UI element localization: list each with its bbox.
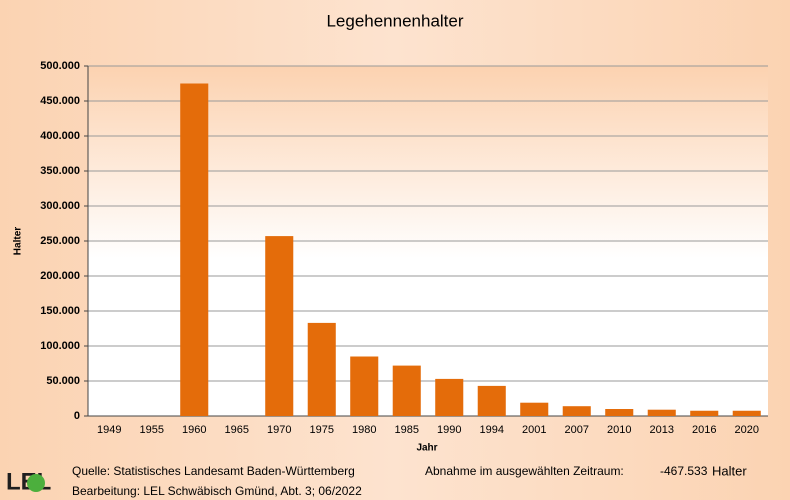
bar bbox=[350, 356, 379, 416]
y-tick-label: 350.000 bbox=[40, 165, 80, 177]
bar bbox=[392, 365, 421, 416]
x-tick-label: 1970 bbox=[267, 424, 291, 436]
chart-title: Legehennenhalter bbox=[326, 11, 463, 30]
bar bbox=[180, 83, 209, 416]
x-tick-label: 2010 bbox=[607, 424, 631, 436]
decline-unit: Halter bbox=[712, 463, 747, 478]
x-tick-label: 1960 bbox=[182, 424, 206, 436]
bar bbox=[732, 410, 761, 416]
y-tick-label: 100.000 bbox=[40, 340, 80, 352]
bar bbox=[520, 402, 549, 416]
x-axis-title: Jahr bbox=[416, 443, 437, 454]
bar bbox=[647, 409, 676, 416]
bar bbox=[435, 378, 464, 416]
y-tick-label: 250.000 bbox=[40, 235, 80, 247]
x-tick-label: 2020 bbox=[735, 424, 759, 436]
y-tick-label: 50.000 bbox=[46, 375, 80, 387]
y-tick-label: 150.000 bbox=[40, 305, 80, 317]
y-tick-label: 200.000 bbox=[40, 270, 80, 282]
logo-mark bbox=[27, 474, 45, 492]
x-tick-label: 1965 bbox=[225, 424, 249, 436]
x-tick-label: 2001 bbox=[522, 424, 546, 436]
x-tick-label: 2007 bbox=[565, 424, 589, 436]
y-tick-label: 400.000 bbox=[40, 130, 80, 142]
bar bbox=[307, 322, 336, 416]
bar bbox=[562, 406, 591, 416]
editor: Bearbeitung: LEL Schwäbisch Gmünd, Abt. … bbox=[72, 484, 362, 498]
decline-label: Abnahme im ausgewählten Zeitraum: bbox=[425, 464, 624, 478]
decline-value: -467.533 bbox=[660, 464, 708, 478]
x-tick-label: 1949 bbox=[97, 424, 121, 436]
source: Quelle: Statistisches Landesamt Baden-Wü… bbox=[72, 464, 355, 478]
y-tick-label: 300.000 bbox=[40, 200, 80, 212]
y-axis-title: Halter bbox=[13, 227, 24, 255]
bar bbox=[690, 410, 719, 416]
x-tick-label: 1980 bbox=[352, 424, 376, 436]
x-tick-label: 1985 bbox=[395, 424, 419, 436]
x-tick-label: 2013 bbox=[650, 424, 674, 436]
y-tick-label: 450.000 bbox=[40, 95, 80, 107]
bar bbox=[605, 409, 634, 416]
x-tick-label: 1994 bbox=[480, 424, 504, 436]
x-tick-label: 1955 bbox=[140, 424, 164, 436]
bar bbox=[265, 236, 294, 416]
y-tick-label: 500.000 bbox=[40, 60, 80, 72]
bar bbox=[477, 385, 506, 416]
x-tick-label: 2016 bbox=[692, 424, 716, 436]
x-tick-label: 1990 bbox=[437, 424, 461, 436]
x-tick-label: 1975 bbox=[310, 424, 334, 436]
y-tick-label: 0 bbox=[74, 410, 80, 422]
